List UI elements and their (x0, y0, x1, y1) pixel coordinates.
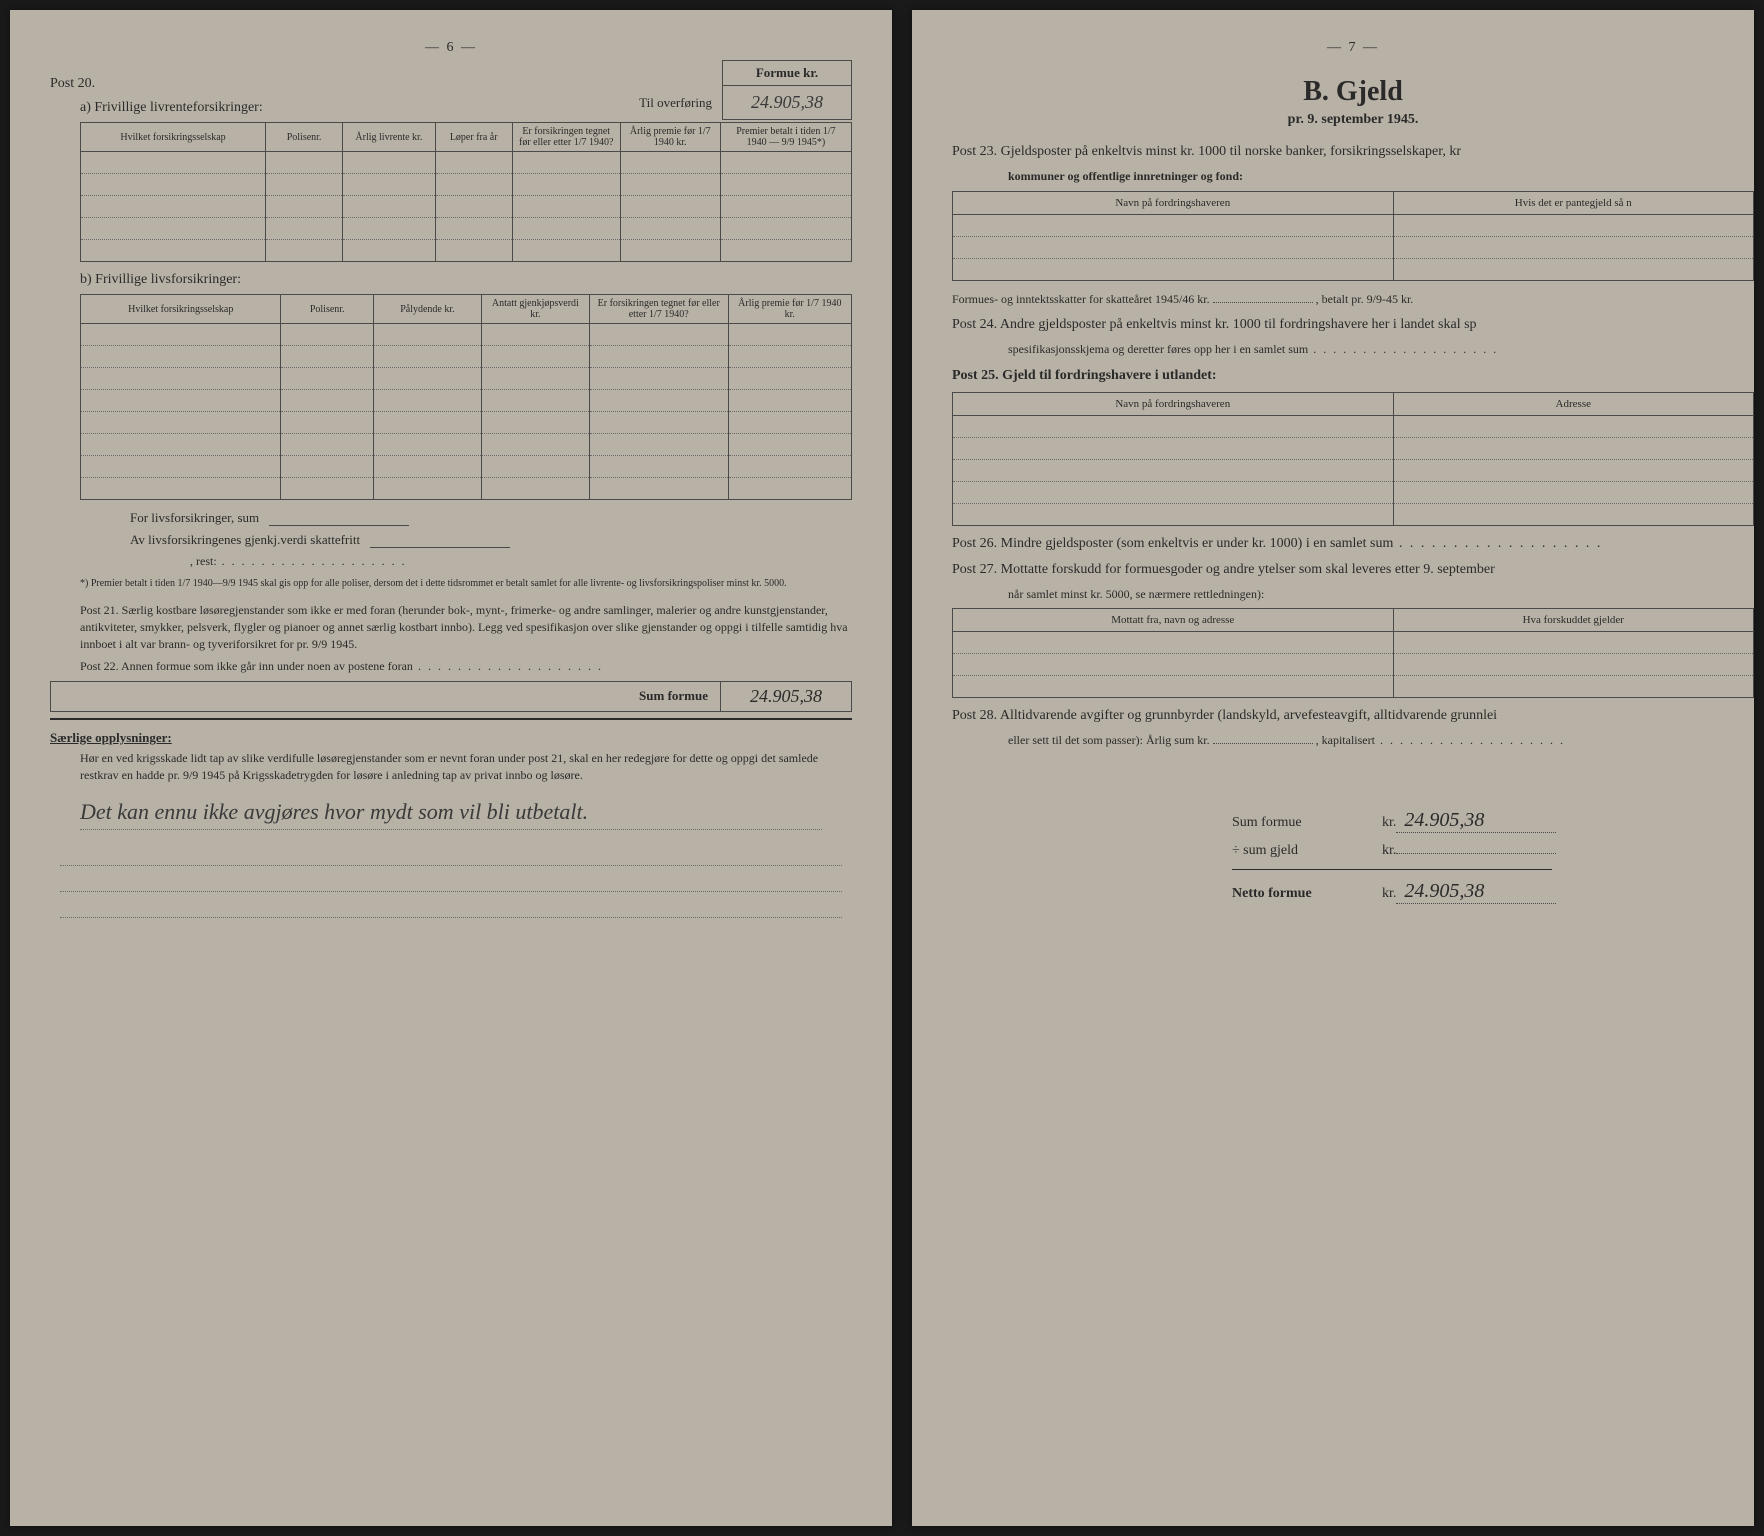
til-overforing-label: Til overføring (639, 95, 712, 111)
blank-line-1 (60, 840, 842, 866)
post-24-label: Post 24. Andre gjeldsposter på enkeltvis… (952, 317, 1754, 333)
tA-h4: Løper fra år (435, 123, 512, 152)
sum-formue-label-r: Sum formue (1232, 815, 1382, 831)
post-21-text: Post 21. Særlig kostbare løsøregjenstand… (80, 602, 852, 652)
formue-carryover-value: 24.905,38 (723, 86, 851, 119)
formue-box: Formue kr. 24.905,38 (722, 60, 852, 120)
formue-header: Formue kr. (723, 61, 851, 86)
sum-formue-row-r: Sum formue kr. 24.905,38 (1232, 809, 1754, 833)
t23-h1: Navn på fordringshaveren (953, 191, 1394, 214)
sum-liv-underline (269, 510, 409, 526)
post-28-block: Post 28. Alltidvarende avgifter og grunn… (952, 708, 1754, 749)
av-liv-row: Av livsforsikringenes gjenkj.verdi skatt… (130, 532, 852, 548)
post-23-desc: kommuner og offentlige innretninger og f… (1008, 168, 1754, 185)
post-27-label: Post 27. Mottatte forskudd for formuesgo… (952, 562, 1754, 578)
section-b-title: B. Gjeld (952, 76, 1754, 108)
netto-label: Netto formue (1232, 886, 1382, 902)
sum-formue-label: Sum formue (51, 682, 721, 711)
saerlige-block: Særlige opplysninger: Hør en ved krigssk… (50, 730, 852, 918)
saerlige-text: Hør en ved krigsskade lidt tap av slike … (80, 750, 822, 784)
sum-formue-row: Sum formue 24.905,38 (50, 681, 852, 712)
t27-h1: Mottatt fra, navn og adresse (953, 609, 1394, 632)
tB-h6: Årlig premie før 1/7 1940 kr. (728, 295, 851, 324)
tA-h6: Årlig premie før 1/7 1940 kr. (620, 123, 720, 152)
table-livrente: Hvilket forsikringsselskap Polisenr. Årl… (80, 122, 852, 262)
tA-h1: Hvilket forsikringsselskap (81, 123, 266, 152)
sum-liv-label: For livsforsikringer, sum (130, 510, 259, 526)
tB-h1: Hvilket forsikringsselskap (81, 295, 281, 324)
tA-h3: Årlig livrente kr. (343, 123, 436, 152)
post-28c: , kapitalisert (1316, 733, 1565, 747)
post-24-block: Post 24. Andre gjeldsposter på enkeltvis… (952, 317, 1754, 358)
sum-gjeld-val (1396, 853, 1556, 854)
totals-divider (1232, 869, 1552, 870)
tB-h3: Pålydende kr. (373, 295, 481, 324)
av-liv-label: Av livsforsikringenes gjenkj.verdi skatt… (130, 532, 360, 548)
tB-h5: Er forsikringen tegnet før eller etter 1… (589, 295, 728, 324)
post-28-fill (1213, 732, 1313, 744)
tA-h7: Premier betalt i tiden 1/7 1940 — 9/9 19… (720, 123, 851, 152)
t25-h1: Navn på fordringshaveren (953, 392, 1394, 415)
post-28-label: Post 28. Alltidvarende avgifter og grunn… (952, 708, 1754, 724)
divider (50, 718, 852, 720)
tB-h4: Antatt gjenkjøpsverdi kr. (481, 295, 589, 324)
post-23-label: Post 23. Gjeldsposter på enkeltvis minst… (952, 144, 1754, 160)
table-23: Navn på fordringshaveren Hvis det er pan… (952, 191, 1754, 281)
rest-label: , rest: (190, 554, 852, 569)
table-b-wrap: Hvilket forsikringsselskap Polisenr. Pål… (80, 294, 852, 500)
post-27-block: Post 27. Mottatte forskudd for formuesgo… (952, 562, 1754, 699)
post-25-block: Post 25. Gjeld til fordringshavere i utl… (952, 368, 1754, 526)
kr-1: kr. (1382, 815, 1396, 831)
section-b-label: b) Frivillige livsforsikringer: (80, 272, 852, 288)
page-number-7: — 7 — (952, 40, 1754, 56)
betalt-label: , betalt pr. 9/9-45 kr. (1316, 292, 1414, 306)
footnote: *) Premier betalt i tiden 1/7 1940—9/9 1… (80, 577, 852, 590)
tB-body (81, 324, 852, 500)
sum-gjeld-label: ÷ sum gjeld (1232, 843, 1382, 859)
sum-gjeld-row: ÷ sum gjeld kr. (1232, 843, 1754, 859)
post-23-block: Post 23. Gjeldsposter på enkeltvis minst… (952, 144, 1754, 307)
handwriting-note: Det kan ennu ikke avgjøres hvor mydt som… (80, 794, 822, 830)
table-25: Navn på fordringshaveren Adresse (952, 392, 1754, 526)
tA-h5: Er forsikringen tegnet før eller etter 1… (512, 123, 620, 152)
t27-h2: Hva forskuddet gjelder (1393, 609, 1753, 632)
t25-h2: Adresse (1393, 392, 1753, 415)
kr-2: kr. (1382, 843, 1396, 859)
tB-h2: Polisenr. (281, 295, 374, 324)
blank-line-3 (60, 892, 842, 918)
netto-row: Netto formue kr. 24.905,38 (1232, 880, 1754, 904)
page-7: — 7 — B. Gjeld pr. 9. september 1945. Po… (912, 10, 1754, 1526)
section-b-subtitle: pr. 9. september 1945. (952, 112, 1754, 128)
av-liv-underline (370, 532, 510, 548)
sum-liv-row: For livsforsikringer, sum (130, 510, 852, 526)
sum-formue-val: 24.905,38 (721, 682, 851, 711)
post-28b: eller sett til det som passer): Årlig su… (1008, 733, 1210, 747)
table-a-wrap: Hvilket forsikringsselskap Polisenr. Årl… (80, 122, 852, 262)
totals-block: Sum formue kr. 24.905,38 ÷ sum gjeld kr.… (1232, 809, 1754, 904)
post-27-desc: når samlet minst kr. 5000, se nærmere re… (1008, 586, 1754, 603)
table-27: Mottatt fra, navn og adresse Hva forskud… (952, 608, 1754, 698)
post-28-desc: eller sett til det som passer): Årlig su… (1008, 732, 1754, 749)
tA-body (81, 152, 852, 262)
t23-h2: Hvis det er pantegjeld så n (1393, 191, 1753, 214)
post-22-text: Post 22. Annen formue som ikke går inn u… (80, 658, 852, 675)
table-livsforsikring: Hvilket forsikringsselskap Polisenr. Pål… (80, 294, 852, 500)
page-number-6: — 6 — (50, 40, 852, 56)
formues-label: Formues- og inntektsskatter for skatteår… (952, 292, 1210, 306)
tA-h2: Polisenr. (266, 123, 343, 152)
page-6: — 6 — Formue kr. 24.905,38 Til overførin… (10, 10, 892, 1526)
formues-fill (1213, 291, 1313, 303)
sum-formue-val-r: 24.905,38 (1396, 809, 1556, 833)
post-24-desc: spesifikasjonsskjema og deretter føres o… (1008, 341, 1754, 358)
kr-3: kr. (1382, 886, 1396, 902)
saerlige-title: Særlige opplysninger: (50, 730, 852, 746)
blank-line-2 (60, 866, 842, 892)
netto-val: 24.905,38 (1396, 880, 1556, 904)
formues-line: Formues- og inntektsskatter for skatteår… (952, 291, 1754, 307)
post-25-label: Post 25. Gjeld til fordringshavere i utl… (952, 368, 1754, 384)
post-26-label: Post 26. Mindre gjeldsposter (som enkelt… (952, 536, 1754, 552)
